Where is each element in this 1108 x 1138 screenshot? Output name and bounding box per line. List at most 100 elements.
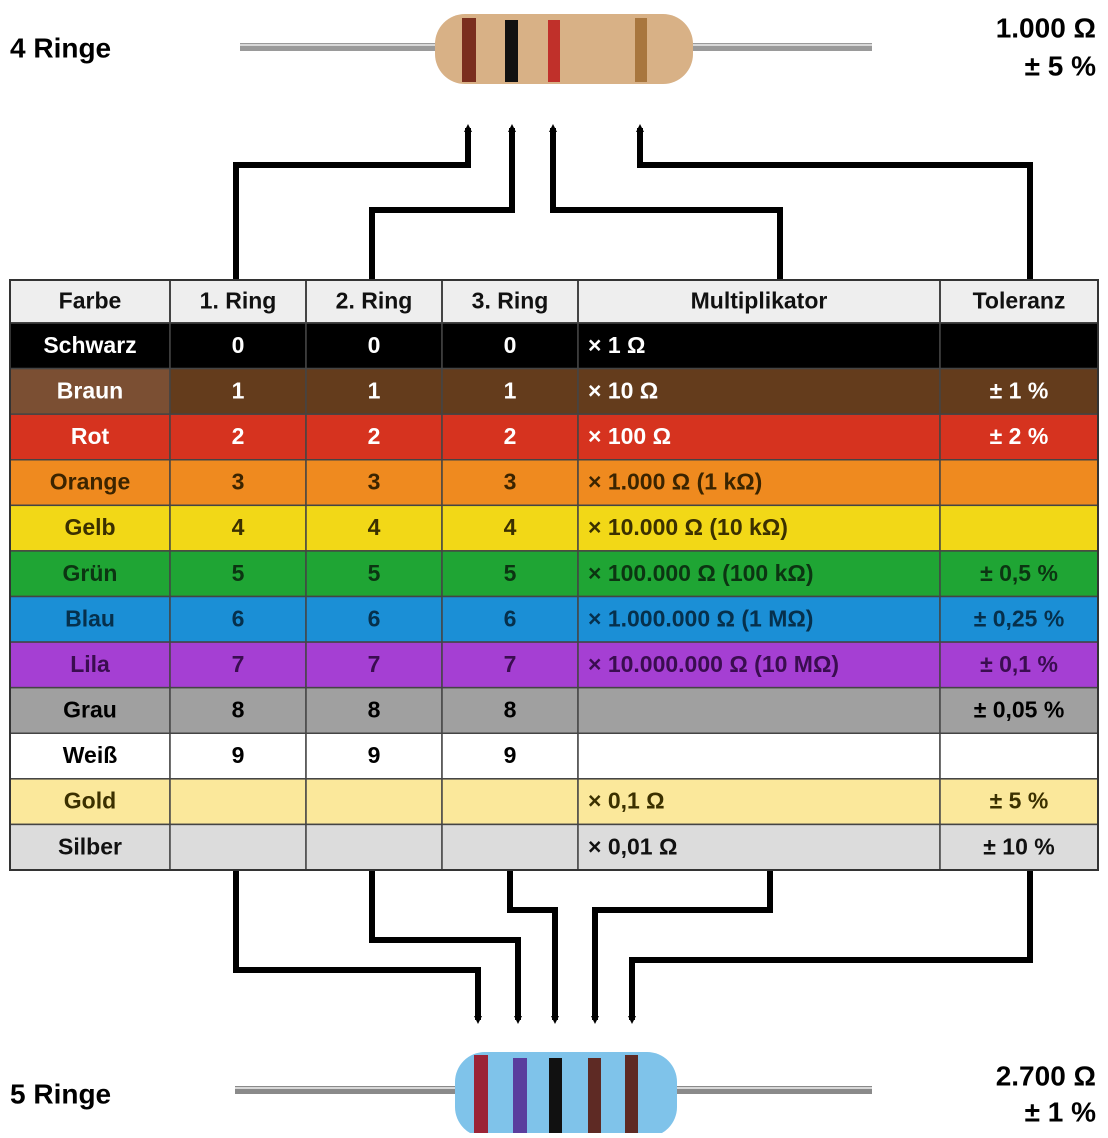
cell xyxy=(169,641,307,689)
cell-text: 9 xyxy=(368,742,381,768)
bottom-tolerance: ± 1 % xyxy=(1025,1096,1096,1127)
cell-text: × 100 Ω xyxy=(588,423,671,449)
cell-text: × 100.000 Ω (100 kΩ) xyxy=(588,560,814,586)
top-tolerance: ± 5 % xyxy=(1025,50,1096,81)
cell xyxy=(169,823,307,871)
header-cell xyxy=(305,279,443,324)
cell-text: 5 xyxy=(232,560,245,586)
cell-text: ± 1 % xyxy=(990,377,1049,403)
top-title: 4 Ringe xyxy=(10,32,111,63)
cell xyxy=(169,778,307,826)
cell xyxy=(305,459,443,507)
cell-text: 0 xyxy=(368,332,381,358)
color-name: Gold xyxy=(64,788,116,814)
cell-text: ± 10 % xyxy=(983,833,1054,859)
cell xyxy=(9,595,171,643)
cell xyxy=(169,504,307,552)
table-border xyxy=(9,279,1099,871)
color-name: Weiß xyxy=(63,742,118,768)
color-name: Grau xyxy=(63,697,117,723)
color-name: Braun xyxy=(57,377,123,403)
color-name: Lila xyxy=(70,651,110,677)
bottom-value: 2.700 Ω xyxy=(996,1060,1096,1091)
cell xyxy=(9,550,171,598)
cell-text: × 1.000 Ω (1 kΩ) xyxy=(588,469,762,495)
color-name: Orange xyxy=(50,469,131,495)
cell-text: 1 xyxy=(232,377,245,403)
cell xyxy=(169,459,307,507)
cell-text: × 0,01 Ω xyxy=(588,833,677,859)
header-cell xyxy=(939,279,1099,324)
cell xyxy=(939,322,1099,370)
cell xyxy=(169,686,307,735)
cell xyxy=(9,367,171,415)
cell xyxy=(577,413,941,461)
cell-text: 3 xyxy=(504,469,517,495)
cell xyxy=(169,595,307,643)
color-name: Grün xyxy=(63,560,118,586)
cell xyxy=(305,823,443,871)
cell-text: × 1.000.000 Ω (1 MΩ) xyxy=(588,605,813,631)
cell-text: 6 xyxy=(504,605,517,631)
cell-text: ± 5 % xyxy=(990,788,1049,814)
color-name: Schwarz xyxy=(43,332,136,358)
cell xyxy=(939,686,1099,735)
arrow xyxy=(636,124,1033,280)
arrow xyxy=(233,870,482,1024)
cell xyxy=(169,413,307,461)
arrow xyxy=(233,124,472,280)
cell-text: 7 xyxy=(504,651,517,677)
cell xyxy=(577,367,941,415)
cell-text: 2 xyxy=(368,423,381,449)
header-text: Farbe xyxy=(59,288,122,314)
cell xyxy=(305,732,443,780)
table-row: Weiß 9 9 9 xyxy=(9,732,1099,780)
cell-text: × 10.000.000 Ω (10 MΩ) xyxy=(588,651,839,677)
cell xyxy=(305,641,443,689)
cell xyxy=(577,732,941,780)
cell xyxy=(441,595,579,643)
cell xyxy=(939,504,1099,552)
table-row: Orange 3 3 3 × 1.000 Ω (1 kΩ) xyxy=(9,459,1099,507)
cell-text: ± 0,05 % xyxy=(974,697,1065,723)
cell-text: ± 2 % xyxy=(990,423,1049,449)
cell-text: 7 xyxy=(368,651,381,677)
header-text: 1. Ring xyxy=(200,288,277,314)
arrow xyxy=(628,870,1033,1024)
cell-text: 8 xyxy=(232,697,245,723)
cell-text: 7 xyxy=(232,651,245,677)
table-row: Grau 8 8 8 ± 0,05 % xyxy=(9,686,1099,735)
table-row: Gelb 4 4 4 × 10.000 Ω (10 kΩ) xyxy=(9,504,1099,552)
cell xyxy=(169,322,307,370)
cell xyxy=(939,823,1099,871)
arrow xyxy=(369,870,522,1024)
cell-text: 9 xyxy=(232,742,245,768)
header-text: 3. Ring xyxy=(472,288,549,314)
header-cell xyxy=(441,279,579,324)
cell-text: 0 xyxy=(232,332,245,358)
cell xyxy=(441,322,579,370)
table-row: Blau 6 6 6 × 1.000.000 Ω (1 MΩ) ± 0,25 % xyxy=(9,595,1099,643)
cell-text: 8 xyxy=(368,697,381,723)
cell-text: 3 xyxy=(232,469,245,495)
cell-text: 1 xyxy=(504,377,517,403)
cell xyxy=(441,732,579,780)
cell-text: 0 xyxy=(504,332,517,358)
cell-text: × 10 Ω xyxy=(588,377,658,403)
cell-text: × 0,1 Ω xyxy=(588,788,665,814)
cell xyxy=(441,778,579,826)
cell-text: × 10.000 Ω (10 kΩ) xyxy=(588,514,788,540)
cell xyxy=(305,778,443,826)
cell xyxy=(9,778,171,826)
cell-text: ± 0,1 % xyxy=(980,651,1058,677)
cell xyxy=(939,595,1099,643)
table-row: Grün 5 5 5 × 100.000 Ω (100 kΩ) ± 0,5 % xyxy=(9,550,1099,598)
cell xyxy=(577,550,941,598)
arrows xyxy=(233,124,1033,1024)
cell xyxy=(9,459,171,507)
cell xyxy=(441,686,579,735)
cell xyxy=(305,504,443,552)
color-name: Rot xyxy=(71,423,110,449)
